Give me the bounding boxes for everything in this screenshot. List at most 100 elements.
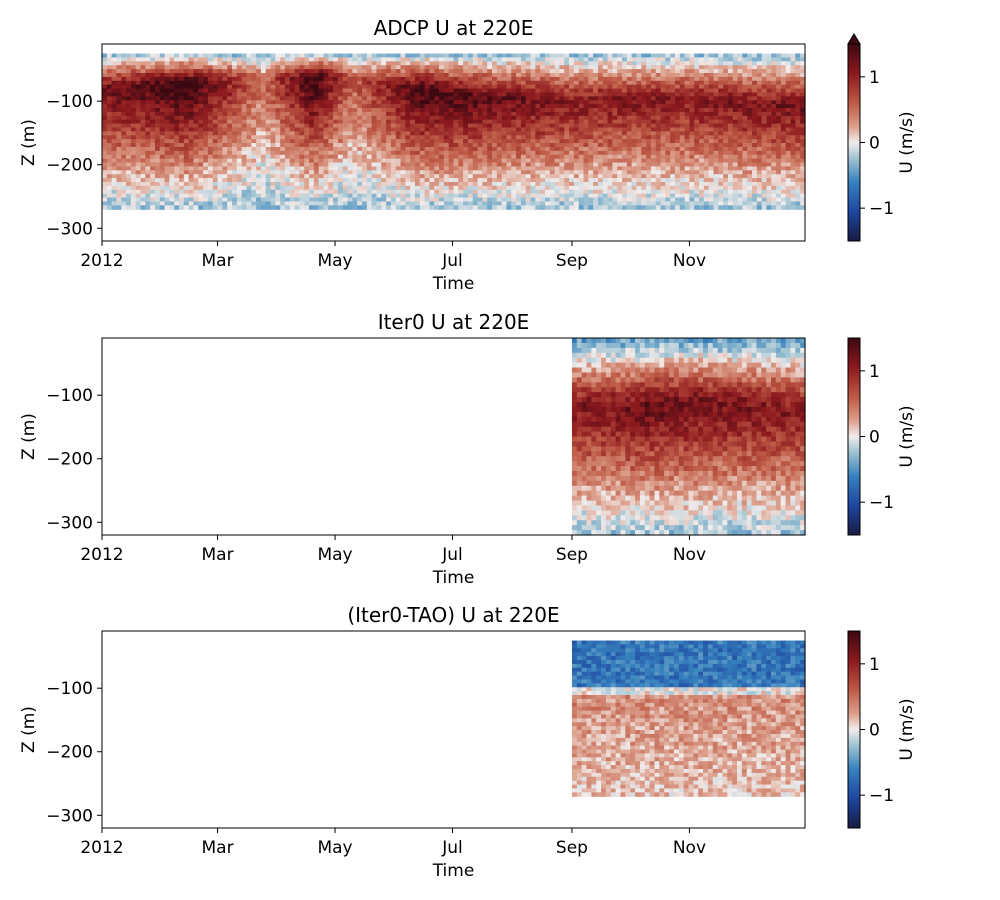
heatmap-cell: [564, 88, 570, 94]
heatmap-cell: [309, 76, 315, 82]
heatmap-cell: [347, 197, 353, 203]
heatmap-cell: [559, 61, 565, 66]
heatmap-cell: [313, 96, 320, 101]
heatmap-cell: [265, 193, 272, 199]
heatmap-cell: [588, 88, 594, 94]
heatmap-cell: [371, 174, 378, 179]
heatmap-cell: [366, 84, 373, 90]
heatmap-cell: [159, 61, 166, 66]
heatmap-cell: [159, 139, 166, 144]
heatmap-cell: [193, 185, 199, 191]
heatmap-cell: [183, 76, 190, 82]
heatmap-cell: [270, 96, 276, 101]
heatmap-cell: [193, 189, 199, 195]
heatmap-cell: [352, 154, 358, 160]
heatmap-cell: [164, 189, 171, 195]
heatmap-cell: [318, 193, 325, 199]
heatmap-cell: [467, 61, 474, 66]
heatmap-cell: [477, 174, 483, 179]
heatmap-cell: [443, 146, 450, 152]
heatmap-cell: [429, 178, 435, 183]
heatmap-cell: [573, 104, 580, 109]
heatmap-cell: [241, 135, 248, 140]
heatmap-cell: [299, 174, 305, 179]
heatmap-cell: [540, 135, 546, 140]
heatmap-cell: [458, 201, 464, 206]
heatmap-cell: [347, 61, 353, 66]
heatmap-cell: [371, 181, 378, 187]
heatmap-cell: [443, 170, 450, 175]
heatmap-cell: [554, 76, 561, 82]
heatmap-cell: [246, 100, 252, 105]
heatmap-cell: [342, 139, 349, 144]
heatmap-cell: [573, 61, 580, 66]
heatmap-cell: [622, 162, 628, 168]
heatmap-cell: [477, 193, 483, 199]
heatmap-cell: [333, 111, 339, 117]
heatmap-cell: [260, 57, 267, 62]
heatmap-cell: [636, 80, 642, 86]
heatmap-cell: [275, 69, 281, 74]
heatmap-cell: [347, 154, 353, 160]
heatmap-cell: [583, 53, 589, 59]
heatmap-cell: [569, 197, 575, 203]
heatmap-cell: [453, 108, 459, 113]
heatmap-cell: [511, 53, 517, 59]
heatmap-cell: [636, 154, 642, 160]
heatmap-cell: [525, 80, 532, 86]
heatmap-cell: [641, 69, 647, 74]
heatmap-cell: [573, 69, 580, 74]
heatmap-cell: [549, 150, 556, 156]
heatmap-cell: [472, 84, 479, 90]
heatmap-cell: [179, 146, 185, 152]
heatmap-cell: [130, 197, 137, 203]
heatmap-cell: [520, 119, 527, 125]
heatmap-cell: [583, 123, 589, 129]
heatmap-cell: [646, 104, 652, 109]
heatmap-cell: [164, 170, 171, 175]
heatmap-cell: [362, 123, 368, 129]
heatmap-cell: [265, 178, 272, 183]
heatmap-cell: [212, 205, 219, 210]
heatmap-cell: [410, 100, 416, 105]
heatmap-cell: [275, 205, 281, 210]
heatmap-cell: [670, 80, 676, 86]
heatmap-cell: [636, 197, 642, 203]
heatmap-cell: [390, 135, 397, 140]
heatmap-cell: [694, 123, 700, 129]
heatmap-cell: [241, 181, 248, 187]
heatmap-cell: [145, 108, 151, 113]
heatmap-cell: [390, 154, 397, 160]
heatmap-cell: [501, 139, 508, 144]
heatmap-cell: [198, 181, 204, 187]
heatmap-cell: [679, 92, 686, 97]
heatmap-cell: [318, 84, 325, 90]
heatmap-cell: [304, 150, 310, 156]
heatmap-cell: [395, 162, 402, 168]
heatmap-cell: [111, 76, 118, 82]
heatmap-cell: [593, 92, 599, 97]
heatmap-cell: [530, 178, 536, 183]
heatmap-cell: [689, 65, 695, 70]
heatmap-cell: [670, 72, 676, 78]
heatmap-cell: [684, 65, 691, 70]
heatmap-cell: [655, 201, 662, 206]
heatmap-cell: [569, 166, 575, 171]
heatmap-cell: [463, 115, 469, 121]
heatmap-cell: [472, 189, 479, 195]
heatmap-cell: [179, 84, 185, 90]
heatmap-cell: [116, 139, 122, 144]
heatmap-cell: [289, 127, 296, 132]
heatmap-cell: [496, 154, 503, 160]
heatmap-cell: [540, 162, 546, 168]
heatmap-cell: [472, 174, 479, 179]
heatmap-cell: [602, 84, 609, 90]
heatmap-cell: [126, 88, 132, 94]
heatmap-cell: [631, 115, 638, 121]
heatmap-cell: [564, 131, 570, 136]
heatmap-cell: [487, 104, 493, 109]
heatmap-cell: [492, 185, 498, 191]
heatmap-cell: [256, 178, 262, 183]
heatmap-cell: [318, 158, 325, 164]
heatmap-cell: [299, 139, 305, 144]
